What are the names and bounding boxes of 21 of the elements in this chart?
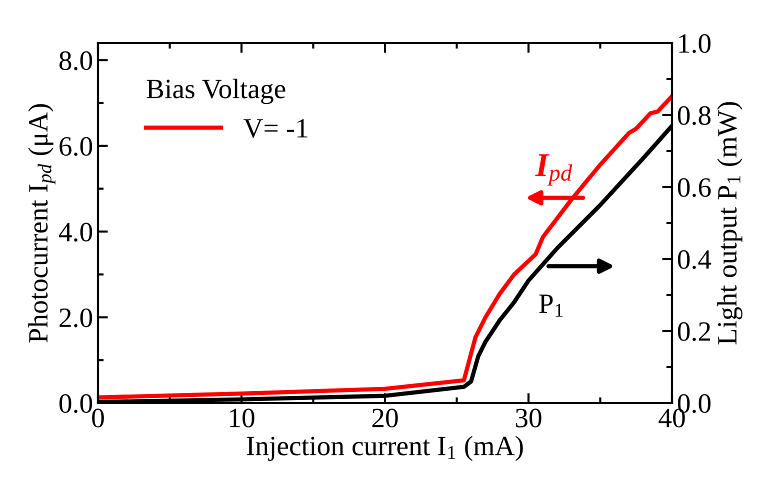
x-tick-label: 30 <box>516 408 542 428</box>
y-tick-label: 4.0 <box>58 222 92 242</box>
y-tick-label: 0.0 <box>59 394 92 414</box>
y2-tick-label: 0.4 <box>678 250 712 270</box>
annotation: I$_{pd}$ <box>535 154 572 186</box>
x-tick-label: 10 <box>230 408 254 428</box>
legend-title: Bias Voltage <box>146 78 286 104</box>
x-axis-title: Injection current I$_{1}$ (mA) <box>246 436 523 462</box>
y2-tick-label: 0.6 <box>678 178 711 198</box>
x-tick-label: 0 <box>92 408 104 428</box>
y2-tick-label: 0.8 <box>678 106 711 126</box>
annotation: P$_{1}$ <box>539 294 563 317</box>
y2-axis-title: Light output P$_{1}$ (mW) <box>717 102 742 344</box>
y-tick-label: 2.0 <box>60 308 92 328</box>
legend-label: V= -1 <box>243 119 308 138</box>
y-tick-label: 8.0 <box>59 51 92 70</box>
y-axis-title: Photocurrent I$_{pd}$ (μA) <box>28 104 56 342</box>
x-tick-label: 20 <box>372 408 398 428</box>
y2-tick-label: 1.0 <box>679 34 711 54</box>
y2-tick-label: 0.2 <box>678 322 710 342</box>
y-tick-label: 6.0 <box>60 137 92 156</box>
